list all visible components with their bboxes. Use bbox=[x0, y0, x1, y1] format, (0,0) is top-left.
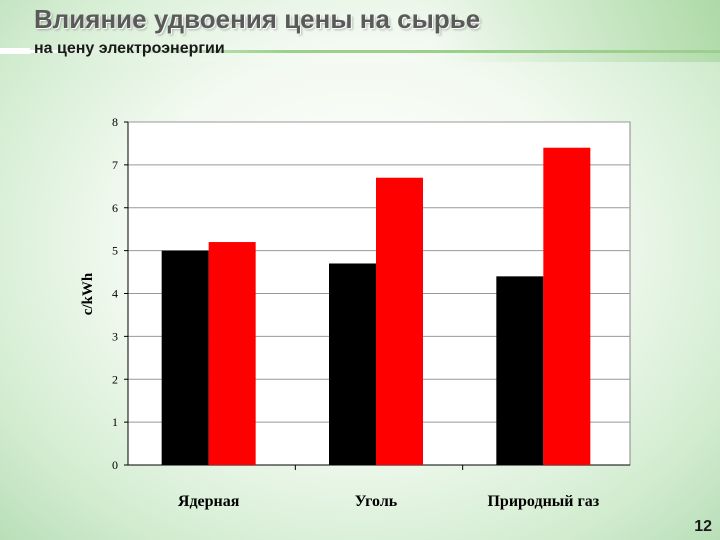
bar bbox=[208, 242, 256, 465]
y-tick-label: 6 bbox=[112, 201, 118, 215]
y-tick-label: 1 bbox=[112, 415, 118, 429]
bar bbox=[543, 147, 591, 465]
x-tick-label: Ядерная bbox=[178, 493, 240, 510]
y-tick-label: 3 bbox=[112, 329, 118, 343]
bar bbox=[329, 263, 376, 465]
y-tick-label: 8 bbox=[112, 115, 118, 129]
title-underline bbox=[0, 50, 720, 53]
bar bbox=[496, 276, 544, 465]
slide-title: Влияние удвоения цены на сырье bbox=[34, 4, 481, 34]
x-tick-label: Природный газ bbox=[487, 493, 599, 510]
y-tick-label: 5 bbox=[112, 244, 118, 258]
y-tick-label: 7 bbox=[112, 158, 118, 172]
bar bbox=[376, 177, 423, 466]
title-underline-accent bbox=[0, 48, 30, 54]
bar bbox=[161, 250, 209, 465]
page-number: 12 bbox=[694, 518, 712, 535]
y-tick-label: 2 bbox=[112, 372, 118, 386]
y-tick-label: 0 bbox=[112, 458, 118, 472]
slide-subtitle: на цену электроэнергии bbox=[34, 40, 225, 57]
y-axis-label: c/kWh bbox=[80, 272, 96, 315]
y-tick-label: 4 bbox=[112, 287, 118, 301]
x-tick-label: Уголь bbox=[355, 493, 398, 510]
